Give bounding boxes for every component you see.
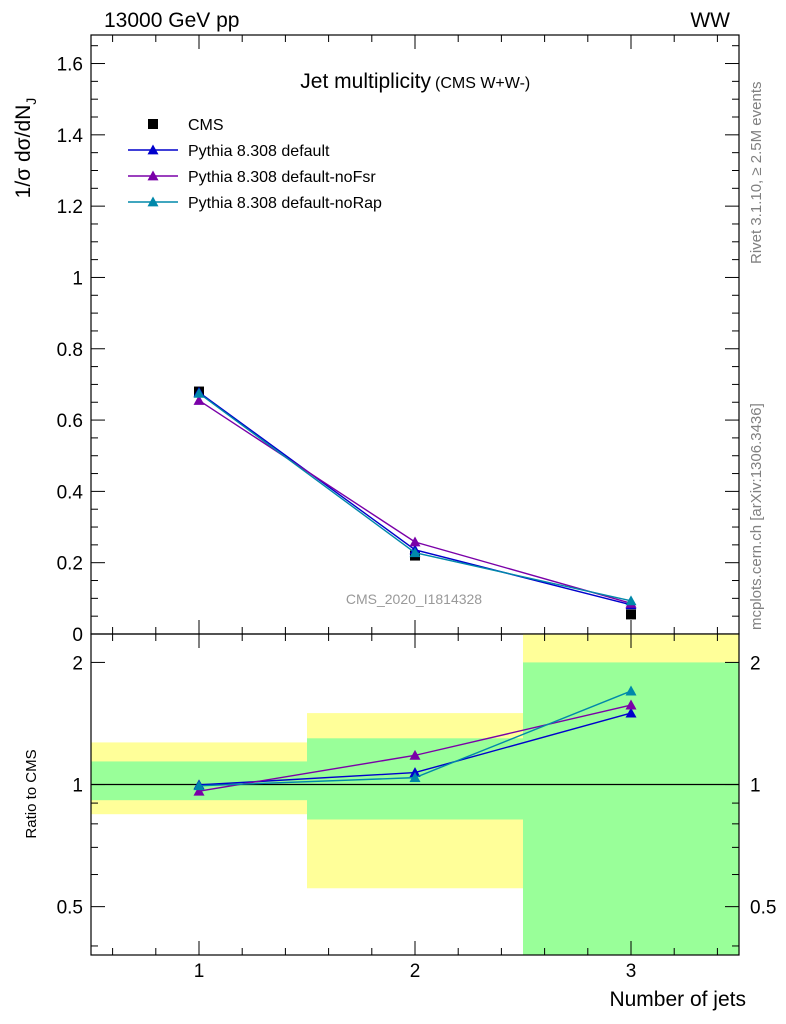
main-y-tick-label: 1.2 bbox=[57, 197, 83, 218]
ratio-y-tick-label-right: 1 bbox=[750, 776, 761, 797]
ratio-y-tick-label: 2 bbox=[72, 653, 83, 674]
rivet-label: Rivet 3.1.10, ≥ 2.5M events bbox=[748, 82, 765, 265]
legend-marker-cms bbox=[148, 119, 158, 129]
watermark-label: CMS_2020_I1814328 bbox=[346, 591, 482, 607]
ratio-frame bbox=[90, 633, 740, 956]
ratio-panel: 0.5 0.5 1 1 2 2 1 2 3 bbox=[57, 35, 776, 982]
ratio-series-point-2 bbox=[193, 780, 205, 791]
main-series-point-2 bbox=[193, 394, 205, 405]
ratio-series-point-1 bbox=[409, 749, 421, 760]
legend-label-3: Pythia 8.308 default-noRap bbox=[188, 195, 382, 212]
main-series-point-3 bbox=[193, 387, 205, 398]
x-tick-label: 1 bbox=[194, 961, 205, 982]
main-y-tick-label: 0.4 bbox=[57, 482, 84, 503]
main-y-tick-label: 1.6 bbox=[57, 55, 83, 76]
main-y-tick-label: 0 bbox=[72, 625, 83, 646]
main-series-line-1 bbox=[198, 391, 632, 606]
cms-data-point bbox=[626, 609, 636, 620]
chart-subtitle: (CMS W+W-) bbox=[435, 75, 530, 92]
energy-label: 13000 GeV pp bbox=[104, 9, 239, 32]
main-y-axis-label: 1/σ dσ/dNJ bbox=[12, 98, 39, 199]
main-y-tick-label: 1 bbox=[72, 268, 83, 289]
ratio-y-tick-label-right: 0.5 bbox=[750, 898, 776, 919]
ratio-y-tick-label: 0.5 bbox=[57, 898, 83, 919]
legend-marker-2 bbox=[147, 170, 159, 181]
ratio-y-tick-label-right: 2 bbox=[750, 653, 761, 674]
legend-label-1: Pythia 8.308 default bbox=[188, 143, 330, 160]
ratio-series-point-1 bbox=[193, 785, 205, 796]
chart-title: Jet multiplicity bbox=[300, 70, 431, 93]
legend-marker-3 bbox=[147, 196, 159, 207]
ratio-series-point-0 bbox=[409, 767, 421, 778]
main-panel: 0 0.2 0.4 0.6 0.8 1 1.2 1.4 1.6 Jet multiplicity… bbox=[57, 34, 740, 646]
x-tick-label: 3 bbox=[626, 961, 637, 982]
x-axis-label: Number of jets bbox=[609, 988, 746, 1011]
main-series-line-3 bbox=[198, 392, 632, 602]
process-label: WW bbox=[690, 9, 730, 32]
mcplots-label: mcplots.cern.ch [arXiv:1306.3436] bbox=[748, 403, 765, 630]
ratio-series-point-2 bbox=[625, 685, 637, 696]
main-series-point-2 bbox=[409, 536, 421, 547]
ratio-series-point-1 bbox=[625, 699, 637, 710]
main-y-tick-label: 0.6 bbox=[57, 411, 83, 432]
ratio-y-axis-label: Ratio to CMS bbox=[23, 749, 40, 838]
main-series-line-2 bbox=[198, 399, 632, 605]
ratio-series-point-0 bbox=[625, 707, 637, 718]
main-series-point-3 bbox=[625, 595, 637, 606]
legend-label-2: Pythia 8.308 default-noFsr bbox=[188, 169, 376, 186]
legend: CMS Pythia 8.308 default Pythia 8.308 defa… bbox=[128, 117, 382, 212]
legend-marker-1 bbox=[147, 144, 159, 155]
main-y-tick-label: 0.2 bbox=[57, 554, 83, 575]
x-tick-label: 2 bbox=[410, 961, 421, 982]
ratio-series-point-2 bbox=[409, 772, 421, 783]
ratio-y-tick-label: 1 bbox=[72, 776, 83, 797]
legend-label-0: CMS bbox=[188, 117, 224, 134]
main-y-tick-label: 0.8 bbox=[57, 340, 83, 361]
main-y-tick-label: 1.4 bbox=[57, 126, 84, 147]
main-series-point-3 bbox=[409, 547, 421, 558]
